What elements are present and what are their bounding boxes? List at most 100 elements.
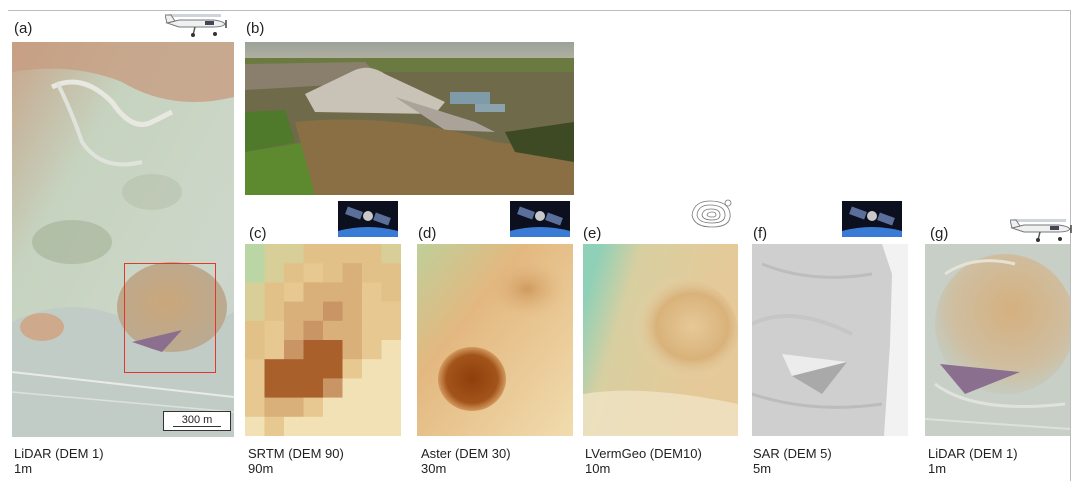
panel-c-srtm-dem	[245, 244, 401, 436]
dem-cell	[303, 359, 324, 379]
dem-cell	[362, 378, 382, 399]
dem-cell	[323, 301, 343, 322]
dem-cell	[245, 378, 265, 399]
dem-cell	[342, 244, 363, 264]
dem-cell	[323, 359, 343, 379]
dem-cell	[303, 263, 324, 283]
dem-cell	[264, 320, 285, 341]
dem-cell	[362, 244, 382, 264]
caption-dem: LiDAR (DEM 1)	[928, 446, 1018, 461]
dem-cell	[323, 244, 343, 264]
dem-cell	[245, 263, 265, 283]
dem-cell	[264, 378, 285, 399]
dem-cell	[323, 416, 343, 436]
caption-resolution: 90m	[248, 461, 274, 476]
dem-cell	[303, 244, 324, 264]
dem-cell	[284, 263, 304, 283]
dem-cell	[264, 416, 285, 436]
dem-cell	[284, 340, 304, 360]
airplane-icon	[1009, 213, 1072, 243]
dem-cell	[323, 320, 343, 341]
dem-cell	[362, 416, 382, 436]
dem-cell	[284, 301, 304, 322]
dem-cell	[342, 416, 363, 436]
dem-cell	[303, 340, 324, 360]
airplane-icon	[164, 8, 227, 38]
caption-resolution: 1m	[928, 461, 947, 476]
dem-cell	[323, 378, 343, 399]
dem-cell	[264, 282, 285, 303]
panel-g-letter: (g)	[930, 225, 949, 242]
dem-cell	[323, 397, 343, 418]
dem-cell	[342, 378, 363, 399]
dem-cell	[362, 320, 382, 341]
dem-cell	[381, 244, 401, 264]
dem-cell	[342, 397, 363, 418]
dem-cell	[303, 301, 324, 322]
dem-cell	[284, 282, 304, 303]
dem-cell	[303, 320, 324, 341]
panel-c-caption: SRTM (DEM 90) 90m	[248, 446, 344, 476]
dem-cell	[381, 340, 401, 360]
dem-cell	[245, 340, 265, 360]
dem-cell	[381, 416, 401, 436]
caption-resolution: 30m	[421, 461, 447, 476]
figure-frame	[8, 10, 1071, 481]
dem-cell	[381, 378, 401, 399]
panel-a-letter: (a)	[14, 20, 33, 37]
panel-b-letter: (b)	[246, 20, 265, 37]
dem-cell	[284, 416, 304, 436]
dem-cell	[264, 301, 285, 322]
dem-cell	[342, 340, 363, 360]
caption-dem: LiDAR (DEM 1)	[14, 446, 104, 461]
satellite-icon	[510, 201, 570, 237]
caption-resolution: 1m	[14, 461, 33, 476]
dem-cell	[362, 282, 382, 303]
dem-cell	[381, 397, 401, 418]
caption-dem: SRTM (DEM 90)	[248, 446, 344, 461]
dem-cell	[381, 301, 401, 322]
dem-cell	[342, 282, 363, 303]
dem-cell	[264, 340, 285, 360]
panel-e-caption: LVermGeo (DEM10) 10m	[585, 446, 702, 476]
dem-cell	[323, 263, 343, 283]
zoom-highlight-box	[124, 263, 216, 373]
dem-cell	[284, 244, 304, 264]
dem-cell	[323, 282, 343, 303]
dem-cell	[264, 397, 285, 418]
dem-cell	[381, 320, 401, 341]
satellite-icon	[842, 201, 902, 237]
satellite-icon	[338, 201, 398, 237]
panel-d-aster-dem	[417, 244, 573, 436]
panel-c-letter: (c)	[249, 225, 267, 242]
dem-cell	[342, 301, 363, 322]
dem-cell	[284, 320, 304, 341]
dem-cell	[245, 416, 265, 436]
dem-cell	[245, 282, 265, 303]
contour-map-icon	[688, 197, 736, 231]
dem-cell	[303, 416, 324, 436]
panel-e-letter: (e)	[583, 225, 602, 242]
scalebar-line	[173, 426, 221, 427]
dem-cell	[245, 244, 265, 264]
panel-f-sar-dem	[752, 244, 908, 436]
dem-cell	[303, 397, 324, 418]
dem-cell	[245, 301, 265, 322]
dem-cell	[284, 359, 304, 379]
dem-cell	[362, 263, 382, 283]
dem-cell	[381, 263, 401, 283]
dem-cell	[284, 397, 304, 418]
caption-resolution: 5m	[753, 461, 772, 476]
dem-cell	[284, 378, 304, 399]
panel-d-letter: (d)	[418, 225, 437, 242]
panel-d-caption: Aster (DEM 30) 30m	[421, 446, 511, 476]
dem-cell	[381, 282, 401, 303]
dem-cell	[342, 359, 363, 379]
dem-cell	[342, 320, 363, 341]
dem-cell	[245, 397, 265, 418]
scalebar-label: 300 m	[181, 414, 213, 426]
dem-cell	[362, 397, 382, 418]
dem-cell	[264, 359, 285, 379]
caption-dem: SAR (DEM 5)	[753, 446, 832, 461]
dem-cell	[342, 263, 363, 283]
